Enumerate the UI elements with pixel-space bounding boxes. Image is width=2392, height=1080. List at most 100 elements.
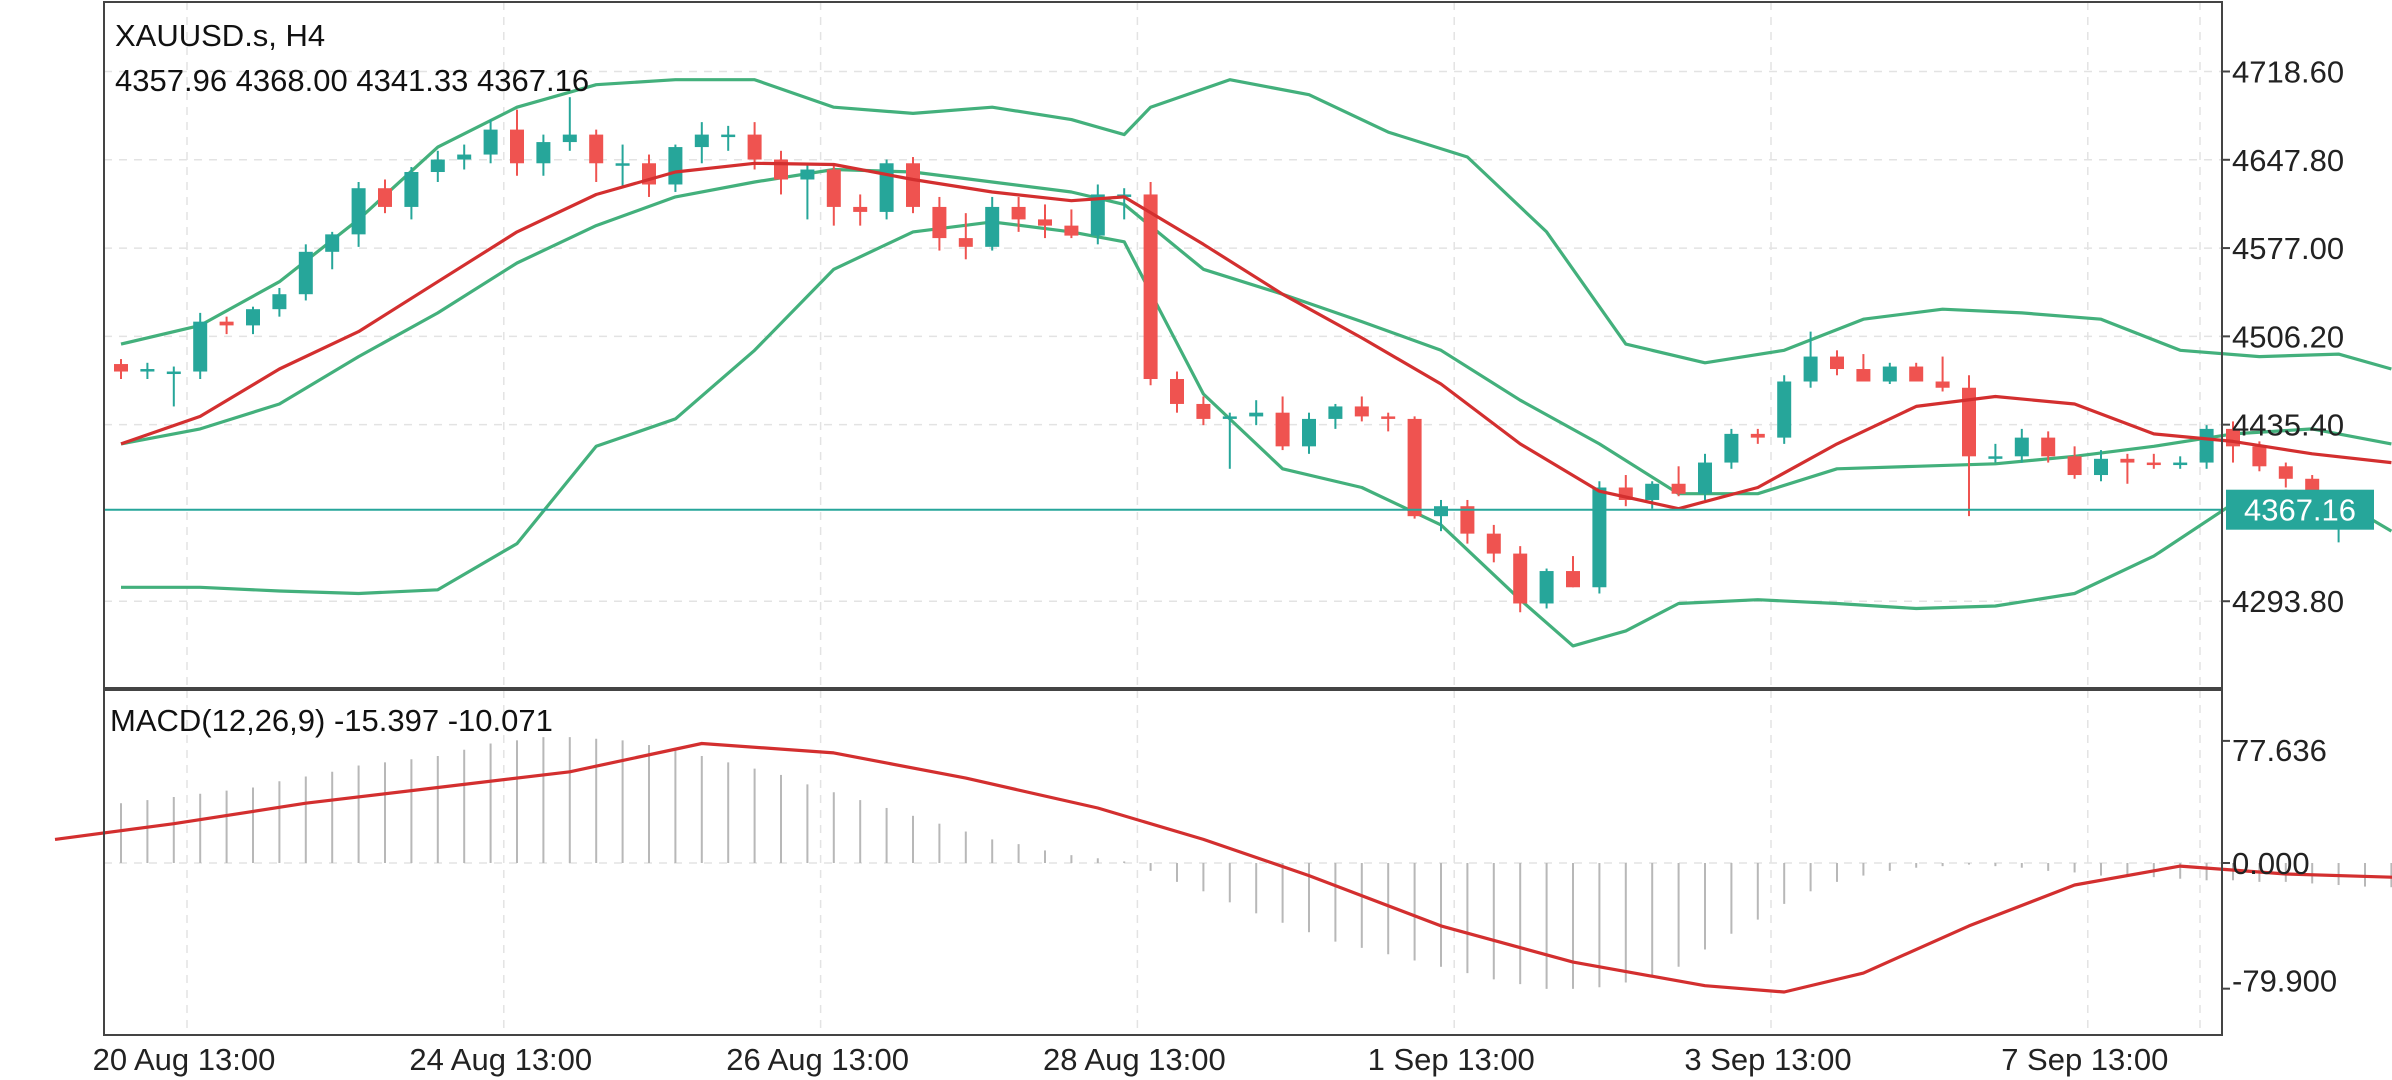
bull-candle (668, 144, 683, 192)
pane-frames (103, 1, 2230, 1036)
macd-readout: MACD(12,26,9) -15.397 -10.071 (110, 703, 553, 738)
candle-body (2278, 466, 2293, 479)
candle-body (246, 309, 260, 326)
candle-body (140, 369, 155, 372)
candle-body (1354, 406, 1369, 417)
bull-candle (2014, 428, 2029, 463)
candle-body (589, 134, 604, 164)
bull-candle (483, 119, 498, 164)
candle-body (1486, 533, 1501, 554)
bollinger-layer (120, 78, 2392, 648)
bear-candle (219, 316, 234, 335)
current-price-tag-bg (2226, 489, 2374, 530)
candle-body (483, 129, 498, 155)
candle-body (1407, 418, 1422, 517)
bear-candle (932, 196, 947, 251)
candle-body (1830, 356, 1844, 370)
candle-body (2041, 437, 2056, 457)
bear-candle (1170, 371, 1184, 413)
candle-body (2173, 462, 2188, 466)
bull-candle (1724, 428, 1739, 469)
candle-body (2120, 458, 2135, 463)
candle-body (1750, 433, 1765, 438)
chart-symbol-title: XAUUSD.s, H4 (115, 18, 325, 53)
macd-layer (54, 737, 2392, 994)
candle-body (1328, 406, 1343, 419)
bull-candle (1222, 412, 1237, 469)
candle-body (114, 364, 128, 372)
bull-candle (1328, 403, 1343, 429)
ohlc-readout: 4357.96 4368.00 4341.33 4367.16 (115, 63, 589, 98)
candle-body (958, 238, 973, 247)
candle-body (1645, 483, 1660, 500)
candle-body (1064, 225, 1079, 236)
bear-candle (774, 150, 788, 195)
candle-body (325, 234, 340, 252)
candle-body (1513, 553, 1528, 604)
candle-body (747, 134, 762, 160)
price-tick-label: 4718.60 (2232, 55, 2344, 90)
candle-body (1592, 487, 1607, 588)
bear-candle (853, 194, 868, 226)
bull-candle (1539, 568, 1554, 609)
current-price-tag: 4367.16 (2226, 489, 2374, 530)
candle-body (615, 163, 630, 166)
bear-candle (2278, 462, 2293, 488)
bear-candle (510, 109, 524, 176)
bollinger-upper-line (120, 78, 2392, 371)
bull-candle (246, 306, 260, 335)
bear-candle (1407, 416, 1422, 519)
bear-candle (1460, 499, 1475, 544)
bollinger-middle-line (120, 167, 2392, 496)
bull-candle (140, 362, 155, 380)
candle-body (1724, 433, 1739, 463)
candle-body (2014, 437, 2029, 457)
bull-candle (1698, 453, 1712, 500)
candle-body (985, 206, 1000, 247)
bull-candle (2173, 456, 2188, 469)
candle-body (166, 371, 181, 375)
bull-candle (1592, 481, 1607, 594)
bear-candle (1486, 524, 1501, 563)
bear-candle (747, 122, 762, 170)
bull-candle (1882, 362, 1897, 384)
macd-tick-label: 0.000 (2232, 846, 2310, 881)
bear-candle (958, 213, 973, 260)
bear-candle (1143, 181, 1158, 386)
candle-body (2094, 458, 2108, 476)
bull-candle (404, 167, 419, 220)
bear-candle (114, 359, 128, 380)
time-tick-label: 24 Aug 13:00 (409, 1042, 592, 1077)
candle-body (2146, 462, 2161, 466)
bull-candle (1803, 331, 1818, 388)
price-tick-label: 4647.80 (2232, 143, 2344, 178)
bull-candle (1434, 499, 1448, 532)
candle-body (378, 188, 392, 207)
axis-layer: 4718.60 4647.80 4577.00 4506.20 4435.40 4293.… (93, 55, 2344, 1078)
candle-body (853, 206, 868, 212)
bull-candle (1249, 400, 1264, 426)
bull-candle (2094, 450, 2108, 482)
price-tick-label: 4506.20 (2232, 319, 2344, 354)
candles-layer (114, 97, 2346, 613)
bull-candle (536, 134, 551, 176)
candle-body (1196, 403, 1211, 419)
bear-candle (2067, 446, 2082, 479)
bull-candle (562, 97, 577, 151)
candle-body (1935, 381, 1950, 388)
candle-body (1434, 506, 1448, 517)
candle-body (404, 172, 419, 207)
bear-candle (589, 129, 604, 182)
bear-candle (642, 154, 656, 197)
bear-candle (1935, 356, 1950, 392)
candle-body (1275, 412, 1290, 447)
bollinger-lower-line (121, 220, 2392, 648)
bull-candle (272, 287, 287, 317)
bull-candle (1777, 375, 1792, 444)
bull-candle (615, 144, 630, 189)
candle-body (272, 294, 287, 310)
bear-candle (2120, 453, 2135, 484)
bull-candle (457, 144, 472, 170)
candle-body (906, 163, 920, 207)
